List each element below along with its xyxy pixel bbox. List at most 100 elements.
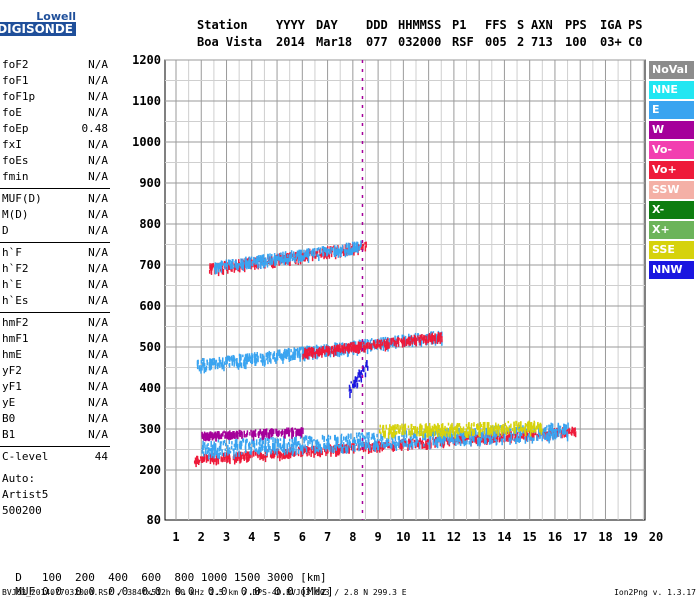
trace-point [293,444,295,452]
trace-point [201,365,203,371]
trace-point [549,425,552,432]
trace-point [219,446,222,451]
trace-point [513,429,516,433]
trace-point [270,449,273,454]
logo-line2: DIGISONDE [0,22,76,36]
trace-point [407,338,409,345]
trace-point [491,425,493,429]
param-separator [0,312,110,313]
param-row: foE N/A [2,106,110,122]
trace-point [404,429,406,435]
trace-point [244,449,247,454]
trace-point [507,436,509,442]
trace-point [467,431,470,434]
param-row: foEp 0.48 [2,122,110,138]
trace-point [394,425,396,431]
trace-point [321,434,324,440]
trace-point [201,357,204,362]
trace-point [224,451,226,457]
trace-point [449,430,451,438]
trace-point [272,352,275,359]
trace-point [256,263,258,269]
trace-point [376,340,379,346]
trace-point [378,338,380,346]
trace-point [520,426,522,430]
trace-point [249,262,251,269]
trace-point [244,357,246,362]
trace-point [453,438,455,444]
trace-point [383,445,386,449]
trace-point [314,352,317,359]
trace-point [215,359,218,363]
trace-point [574,428,576,431]
trace-point [265,445,267,450]
trace-point [342,445,344,448]
polarization-legend: NoVal NNE E W Vo- Vo+ SSW X- X+ SSE NNW [649,61,694,281]
trace-point [440,423,443,430]
trace-point [436,442,439,449]
trace-point [428,333,431,337]
trace-point [327,350,329,357]
trace-point [486,436,489,443]
trace-point [539,423,542,426]
trace-point [279,351,281,358]
trace-point [418,337,420,340]
trace-point [315,447,318,450]
trace-point [360,240,362,247]
param-row: h`E N/A [2,278,110,294]
trace-point [279,453,282,457]
param-value: N/A [88,262,108,275]
trace-point [316,348,318,354]
trace-point [382,446,384,451]
trace-point [515,420,517,427]
trace-point [503,428,505,434]
trace-point [378,447,381,453]
trace-point [375,343,378,349]
trace-point [360,370,363,375]
trace-point [254,433,257,438]
trace-point [380,444,383,448]
trace-point [527,433,530,438]
trace-point [439,440,442,447]
trace-point [418,341,421,346]
trace-point [417,440,420,446]
trace-point [248,355,251,362]
trace-point [261,258,264,266]
header-label-1: YYYY [276,18,305,32]
trace-point [245,450,247,458]
trace-point [367,437,369,442]
trace-point [555,432,558,438]
trace-point [264,360,266,366]
trace-point [394,340,397,343]
trace-point [388,339,391,343]
trace-point [379,438,381,442]
trace-point [308,253,310,257]
trace-point [258,446,260,454]
trace-point [275,448,277,452]
header-value-2: Mar18 [316,35,353,49]
trace-point [334,251,337,257]
trace-point [358,339,361,345]
trace-point [429,434,432,440]
trace-point [330,346,333,354]
trace-point [390,426,392,433]
trace-point [516,437,519,443]
trace-point [284,251,287,254]
trace-point [323,443,325,449]
trace-point [380,339,383,342]
param-name: B0 [2,412,16,425]
trace-point [438,435,440,442]
trace-point [262,254,265,261]
trace-point [356,349,359,356]
trace-point [291,438,294,443]
trace-point [384,344,387,352]
trace-point [203,453,206,460]
trace-point [540,428,543,435]
trace-point [522,429,525,434]
trace-point [509,439,511,445]
trace-point [333,350,336,357]
trace-point [288,348,290,355]
trace-point [512,433,514,438]
trace-point [228,363,230,367]
trace-point [429,339,431,343]
